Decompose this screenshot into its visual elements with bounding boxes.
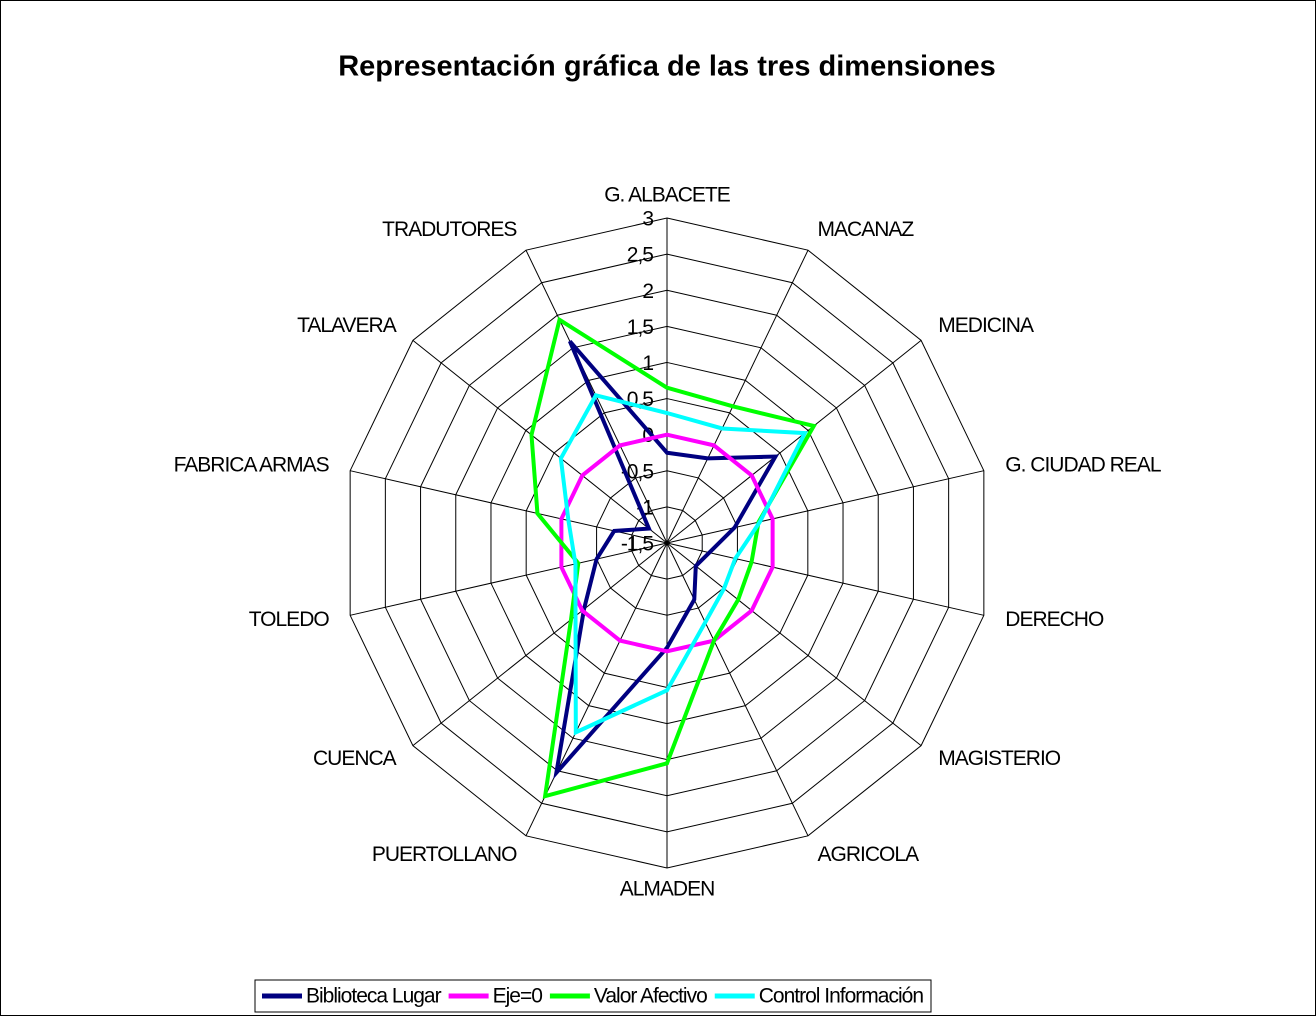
spoke bbox=[412, 542, 668, 747]
series-line bbox=[559, 432, 775, 654]
category-label: CUENCA bbox=[313, 747, 397, 770]
chart-title: Representación gráfica de las tres dimen… bbox=[338, 51, 996, 83]
spoke bbox=[350, 542, 668, 616]
y-tick-label: 2,5 bbox=[627, 244, 654, 267]
category-label: ALMADEN bbox=[620, 878, 715, 901]
spoke bbox=[412, 339, 668, 544]
category-label: FABRICA ARMAS bbox=[174, 453, 330, 476]
category-label: PUERTOLLANO bbox=[372, 843, 517, 866]
category-label: TRADUTORES bbox=[382, 218, 517, 241]
category-label: TALAVERA bbox=[297, 314, 397, 337]
legend-label: Eje=0 bbox=[493, 985, 543, 1008]
category-label: DERECHO bbox=[1005, 608, 1104, 631]
category-label: G. ALBACETE bbox=[604, 184, 731, 207]
category-label: TOLEDO bbox=[249, 608, 330, 631]
category-label: AGRICOLA bbox=[818, 843, 920, 866]
y-tick-label: 1,5 bbox=[627, 316, 654, 339]
category-label: MEDICINA bbox=[938, 314, 1034, 337]
y-tick-label: 3 bbox=[642, 208, 653, 231]
series-line bbox=[558, 392, 808, 736]
y-tick-label: -1,5 bbox=[621, 533, 654, 556]
category-label: MAGISTERIO bbox=[938, 747, 1061, 770]
spoke bbox=[666, 249, 809, 544]
category-label: G. CIUDAD REAL bbox=[1005, 453, 1161, 476]
series-line bbox=[553, 339, 779, 780]
legend-label: Biblioteca Lugar bbox=[306, 985, 442, 1008]
spoke bbox=[666, 542, 809, 837]
spoke bbox=[666, 542, 922, 747]
spoke bbox=[525, 542, 668, 837]
legend-box bbox=[254, 979, 932, 1013]
legend-label: Valor Afectivo bbox=[594, 985, 707, 1008]
y-tick-label: 1 bbox=[642, 352, 653, 375]
series-line bbox=[529, 316, 817, 799]
legend-label: Control Información bbox=[759, 985, 924, 1008]
y-tick-label: 2 bbox=[642, 280, 653, 303]
category-label: MACANAZ bbox=[818, 218, 915, 241]
legend: Biblioteca Lugar Eje=0 Valor Afectivo Contr… bbox=[254, 979, 932, 1013]
spoke bbox=[666, 339, 922, 544]
spoke bbox=[666, 542, 984, 616]
spoke bbox=[666, 470, 984, 544]
